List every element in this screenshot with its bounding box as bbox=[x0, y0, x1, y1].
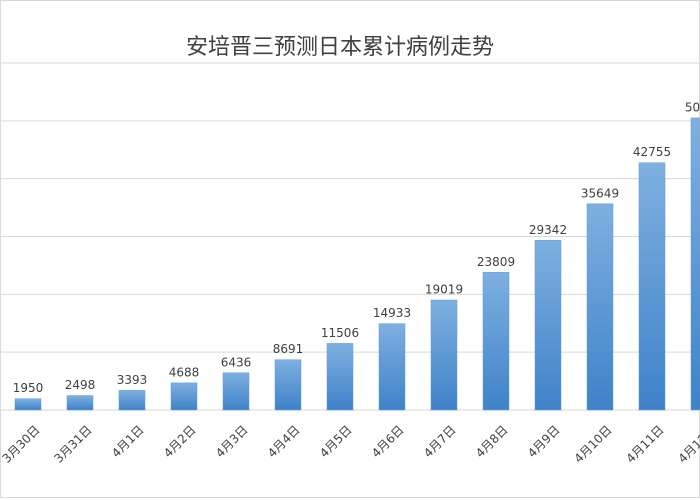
bar bbox=[690, 117, 700, 411]
data-label: 11506 bbox=[321, 326, 359, 340]
bar bbox=[14, 398, 42, 411]
data-label: 8691 bbox=[273, 342, 304, 356]
data-label: 23809 bbox=[477, 255, 515, 269]
data-label: 35649 bbox=[581, 186, 619, 200]
bar bbox=[534, 240, 562, 411]
data-label: 42755 bbox=[633, 145, 671, 159]
data-label: 2498 bbox=[65, 378, 96, 392]
data-label: 50500 bbox=[685, 100, 700, 114]
bar bbox=[638, 162, 666, 411]
bar bbox=[66, 395, 94, 411]
bar bbox=[118, 390, 146, 411]
data-label: 14933 bbox=[373, 306, 411, 320]
chart-title: 安培晋三预测日本累计病例走势 bbox=[186, 35, 494, 60]
bar bbox=[430, 299, 458, 411]
data-label: 6436 bbox=[221, 355, 252, 369]
bar bbox=[586, 203, 614, 411]
bar bbox=[326, 343, 354, 411]
bar bbox=[482, 272, 510, 411]
bar bbox=[378, 323, 406, 411]
data-label: 19019 bbox=[425, 283, 463, 297]
data-label: 3393 bbox=[117, 373, 148, 387]
data-label: 4688 bbox=[169, 365, 200, 379]
bar bbox=[274, 359, 302, 411]
bar bbox=[170, 382, 198, 411]
bar bbox=[222, 372, 250, 411]
data-label: 29342 bbox=[529, 223, 567, 237]
data-label: 1950 bbox=[13, 381, 44, 395]
